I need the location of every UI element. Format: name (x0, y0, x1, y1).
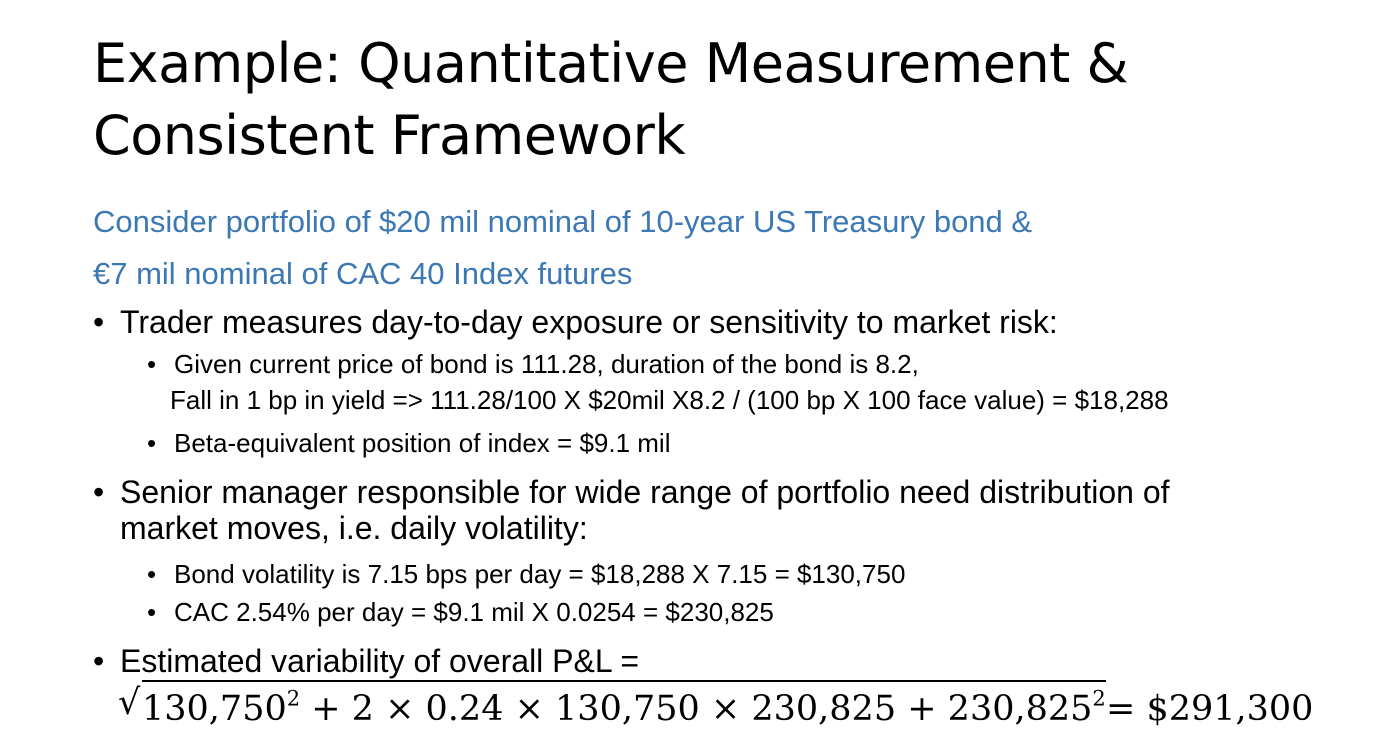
formula-result: = $291,300 (1106, 689, 1314, 729)
formula-term-2: 230,825 (947, 689, 1093, 729)
bullet-icon: • (93, 643, 105, 679)
bullet-icon: • (147, 349, 157, 379)
formula-exponent-1: 2 (286, 686, 301, 711)
slide-title-line-2: Consistent Framework (93, 104, 686, 167)
slide-title: Example: Quantitative Measurement & Cons… (93, 28, 1293, 172)
sub-bullet-text: Bond volatility is 7.15 bps per day = $1… (174, 559, 906, 589)
bullet-icon: • (93, 474, 105, 510)
bullet-estimated-variability: • Estimated variability of overall P&L = (93, 643, 1353, 679)
subtitle-line-2: €7 mil nominal of CAC 40 Index futures (93, 256, 633, 291)
sub-bullet-beta-position: • Beta-equivalent position of index = $9… (147, 425, 1377, 461)
bullet-icon: • (93, 304, 105, 340)
bullet-icon: • (147, 559, 157, 589)
subtitle-line-1: Consider portfolio of $20 mil nominal of… (93, 204, 1033, 239)
sub-bullet-text: Given current price of bond is 111.28, d… (174, 349, 919, 379)
sub-bullet-cac-volatility: • CAC 2.54% per day = $9.1 mil X 0.0254 … (147, 594, 1377, 630)
square-root-sign: √ (118, 683, 141, 723)
slide-subtitle: Consider portfolio of $20 mil nominal of… (93, 196, 1032, 300)
slide-title-line-1: Example: Quantitative Measurement & (93, 32, 1129, 95)
bullet-text: Trader measures day-to-day exposure or s… (120, 304, 1058, 340)
bullet-trader: • Trader measures day-to-day exposure or… (93, 304, 1353, 340)
bullet-text-line-2: market moves, i.e. daily volatility: (120, 510, 588, 546)
formula-middle: + 2 × 0.24 × 130,750 × 230,825 + (300, 689, 948, 729)
bullet-icon: • (147, 597, 157, 627)
sub-bullet-text: CAC 2.54% per day = $9.1 mil X 0.0254 = … (174, 597, 774, 627)
sub-bullet-text: Beta-equivalent position of index = $9.1… (174, 428, 671, 458)
formula-exponent-2: 2 (1092, 686, 1106, 711)
sub-bullet-bond-volatility: • Bond volatility is 7.15 bps per day = … (147, 556, 1377, 592)
formula-term-1: 130,750 (142, 689, 287, 729)
sub-bullet-text-cont: Fall in 1 bp in yield => 111.28/100 X $2… (170, 385, 1169, 415)
bullet-icon: • (147, 428, 157, 458)
formula-radicand: 130,7502 + 2 × 0.24 × 130,750 × 230,825 … (142, 680, 1106, 734)
bullet-text-line-1: Senior manager responsible for wide rang… (120, 474, 1170, 510)
bullet-text: Estimated variability of overall P&L = (120, 643, 640, 679)
bullet-senior-manager: • Senior manager responsible for wide ra… (93, 474, 1353, 546)
sub-bullet-bond-duration: • Given current price of bond is 111.28,… (147, 346, 1377, 418)
